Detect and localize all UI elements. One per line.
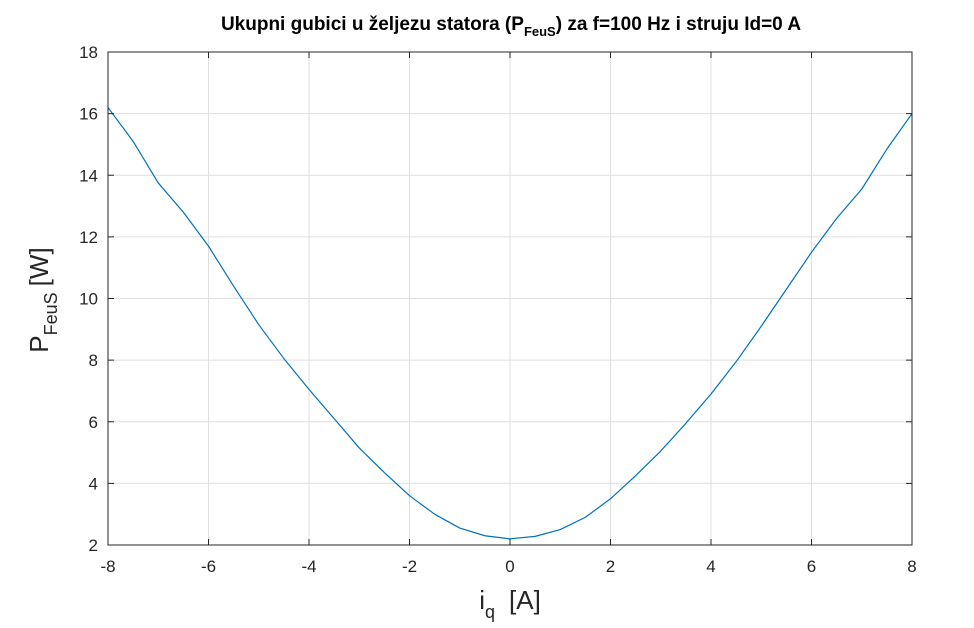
y-axis-label-main: P (24, 335, 54, 352)
chart-title: Ukupni gubici u željezu statora (PFeuS) … (221, 14, 801, 39)
y-tick-label: 14 (79, 166, 98, 185)
x-tick-label: -4 (301, 557, 316, 576)
y-tick-label: 16 (79, 105, 98, 124)
grid (107, 51, 913, 546)
x-axis-label-subscript: q (485, 602, 495, 622)
x-axis-label-main: i (479, 585, 485, 615)
x-axis-label: iq [A] (479, 585, 541, 622)
x-tick-label: 6 (807, 557, 816, 576)
series-line (107, 107, 913, 540)
title-prefix: Ukupni gubici u željezu statora (P (221, 14, 524, 35)
x-tick-label: -8 (100, 557, 115, 576)
y-axis-label-unit: [W] (24, 247, 54, 286)
y-tick-label: 10 (79, 290, 98, 309)
x-tick-label: -6 (201, 557, 216, 576)
title-subscript: FeuS (524, 24, 556, 39)
y-axis-label-subscript: FeuS (41, 292, 61, 335)
title-suffix: ) za f=100 Hz i struju Id=0 A (556, 14, 802, 35)
x-tick-label: 2 (606, 557, 615, 576)
y-tick-label: 4 (89, 474, 98, 493)
y-tick-label: 18 (79, 43, 98, 62)
ticks: -8 -6 -4 -2 0 2 4 6 8 2 4 6 8 10 12 14 16 18 (79, 43, 917, 576)
y-tick-label: 8 (89, 351, 98, 370)
x-tick-label: -2 (402, 557, 417, 576)
x-tick-label: 8 (907, 557, 916, 576)
series-layer (107, 107, 913, 540)
x-tick-label: 0 (505, 557, 514, 576)
y-tick-label: 6 (89, 413, 98, 432)
y-tick-label: 2 (89, 536, 98, 555)
x-axis-label-unit: [A] (509, 585, 541, 615)
y-axis-label: PFeuS [W] (24, 247, 61, 352)
x-tick-label: 4 (706, 557, 715, 576)
y-tick-label: 12 (79, 228, 98, 247)
